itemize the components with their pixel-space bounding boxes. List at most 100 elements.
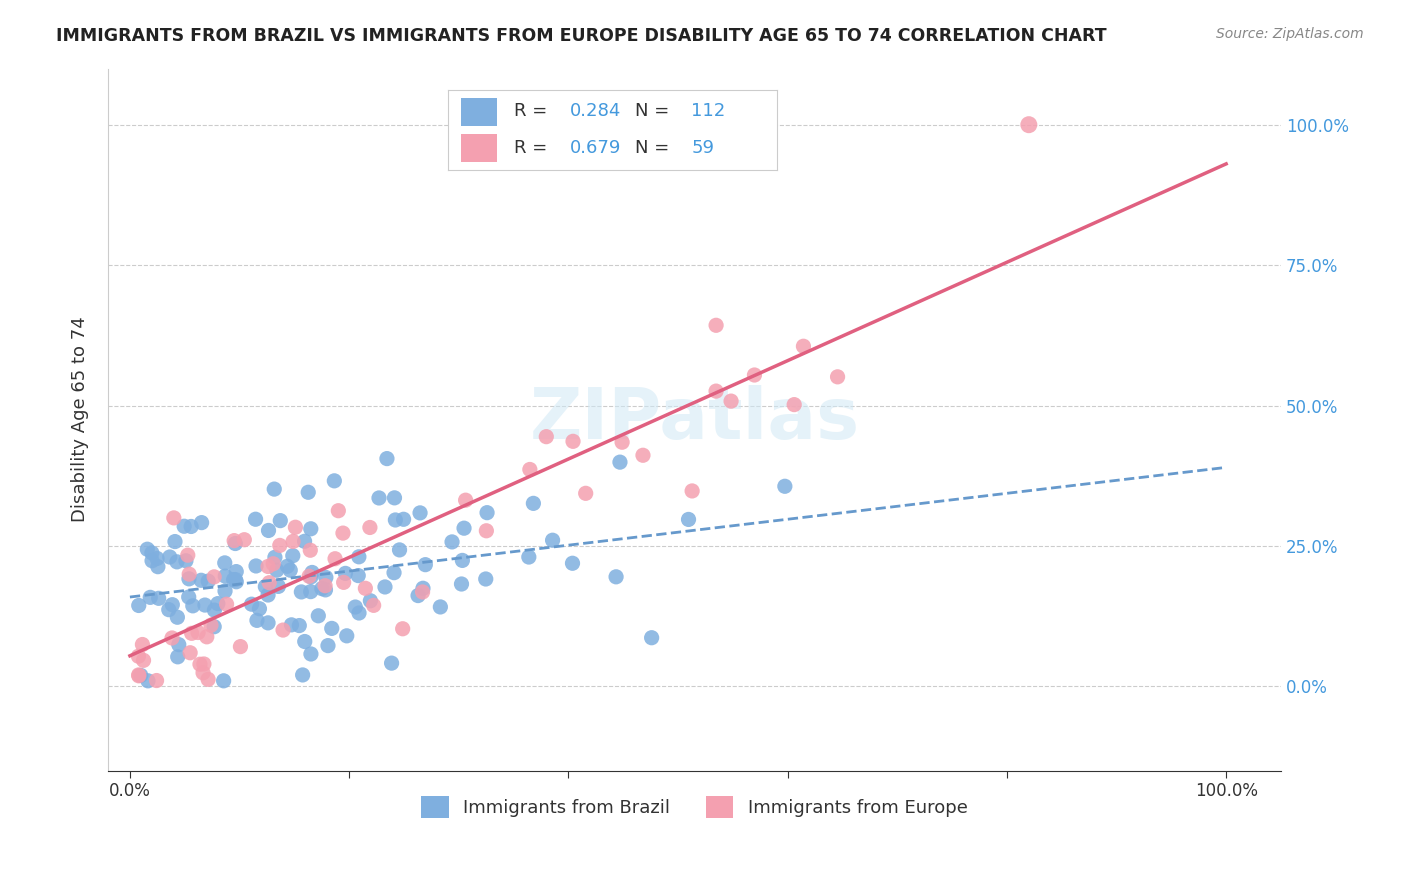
Point	[382, 566, 405, 580]
Point	[136, 673, 159, 688]
Point	[163, 534, 186, 549]
Point	[332, 575, 354, 590]
Point	[575, 486, 598, 500]
Point	[207, 597, 229, 611]
Point	[827, 369, 849, 384]
Point	[159, 549, 181, 564]
Point	[294, 634, 316, 648]
Point	[704, 318, 727, 333]
Point	[474, 572, 496, 586]
Point	[202, 603, 225, 617]
Point	[257, 524, 280, 538]
Point	[522, 496, 544, 510]
Point	[519, 462, 541, 476]
Point	[181, 599, 204, 613]
Point	[315, 570, 337, 584]
Point	[269, 514, 291, 528]
Point	[224, 533, 246, 548]
Point	[263, 482, 285, 496]
Point	[214, 584, 236, 599]
Point	[139, 591, 162, 605]
Point	[451, 553, 474, 567]
Point	[631, 448, 654, 462]
Point	[163, 511, 186, 525]
Point	[233, 533, 256, 547]
Point	[328, 504, 350, 518]
Y-axis label: Disability Age 65 to 74: Disability Age 65 to 74	[72, 317, 89, 523]
Point	[299, 570, 322, 584]
Point	[1018, 118, 1040, 132]
Point	[166, 555, 188, 569]
Point	[475, 506, 498, 520]
Point	[301, 566, 323, 580]
Point	[321, 621, 343, 635]
Point	[197, 673, 219, 687]
Point	[257, 575, 280, 590]
Point	[129, 668, 152, 682]
Point	[299, 647, 322, 661]
Point	[145, 673, 167, 688]
Point	[131, 638, 153, 652]
Point	[610, 435, 633, 450]
Point	[167, 638, 190, 652]
Point	[245, 558, 267, 573]
Point	[202, 570, 225, 584]
Point	[195, 630, 218, 644]
Point	[415, 558, 437, 572]
Point	[517, 549, 540, 564]
Point	[225, 574, 247, 589]
Point	[450, 577, 472, 591]
Point	[202, 620, 225, 634]
Point	[640, 631, 662, 645]
Point	[148, 591, 170, 606]
Point	[323, 474, 346, 488]
Point	[174, 554, 197, 568]
Point	[347, 568, 370, 582]
Point	[191, 665, 214, 680]
Point	[215, 597, 238, 611]
Point	[678, 512, 700, 526]
Point	[193, 657, 215, 671]
Point	[536, 430, 558, 444]
Point	[299, 522, 322, 536]
Point	[177, 548, 200, 562]
Point	[773, 479, 796, 493]
Point	[336, 629, 359, 643]
Point	[141, 546, 163, 560]
Point	[384, 491, 406, 505]
Point	[249, 601, 271, 615]
Point	[257, 588, 280, 602]
Point	[173, 519, 195, 533]
Point	[562, 434, 585, 449]
Point	[190, 516, 212, 530]
Point	[136, 542, 159, 557]
Point	[323, 551, 346, 566]
Point	[214, 569, 236, 583]
Point	[297, 485, 319, 500]
Point	[224, 536, 246, 550]
Point	[291, 668, 314, 682]
Point	[214, 556, 236, 570]
Point	[374, 580, 396, 594]
Point	[166, 649, 188, 664]
Point	[128, 668, 150, 682]
Point	[429, 599, 451, 614]
Point	[128, 669, 150, 683]
Point	[335, 566, 357, 581]
Point	[166, 610, 188, 624]
Point	[290, 585, 312, 599]
Point	[179, 567, 201, 582]
Point	[392, 512, 415, 526]
Point	[212, 673, 235, 688]
Point	[298, 569, 321, 583]
Point	[160, 631, 183, 645]
Point	[375, 451, 398, 466]
Point	[257, 615, 280, 630]
Point	[146, 559, 169, 574]
Point	[146, 551, 169, 566]
Point	[792, 339, 814, 353]
Point	[197, 574, 219, 588]
Point	[391, 622, 413, 636]
Point	[177, 590, 200, 604]
Point	[307, 608, 329, 623]
